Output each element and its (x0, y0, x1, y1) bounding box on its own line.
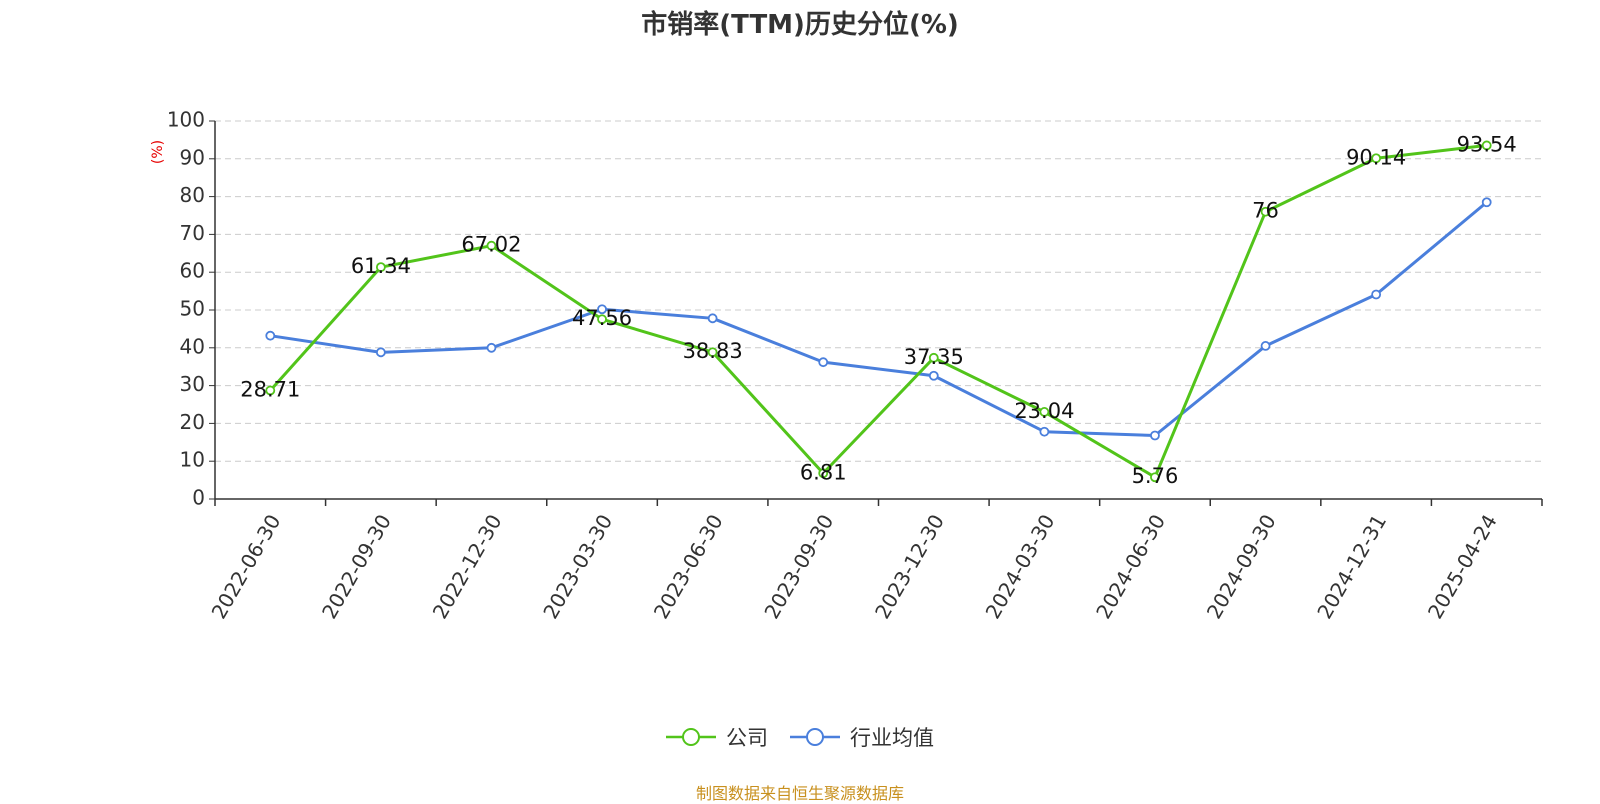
y-tick-label: 20 (180, 410, 205, 434)
data-label: 47.56 (572, 306, 632, 330)
y-tick-label: 80 (180, 183, 205, 207)
y-tick-label: 70 (180, 221, 205, 245)
legend: 公司 行业均值 (0, 722, 1600, 752)
x-tick-label: 2023-12-30 (870, 510, 949, 623)
x-tick-label: 2023-09-30 (759, 510, 838, 623)
y-tick-label: 50 (180, 297, 205, 321)
legend-circle-industry (806, 728, 824, 746)
data-point-industry (486, 342, 497, 353)
data-point-industry (818, 357, 829, 368)
data-point-industry (1371, 289, 1382, 300)
x-tick-label: 2024-12-31 (1312, 510, 1391, 623)
source-note: 制图数据来自恒生聚源数据库 (695, 784, 904, 803)
data-point-company (928, 352, 939, 363)
data-point-industry (597, 304, 607, 315)
data-point-industry (1039, 426, 1050, 437)
y-tick-label: 100 (167, 108, 205, 132)
data-point-company (486, 240, 497, 251)
data-point-industry (1481, 197, 1492, 208)
data-label: 61.34 (351, 254, 411, 278)
legend-marker-industry (790, 728, 840, 746)
data-label: 76 (1252, 199, 1279, 223)
x-tick-label: 2024-09-30 (1202, 510, 1281, 623)
data-label: 93.54 (1457, 132, 1517, 156)
data-point-company (1481, 140, 1492, 151)
x-tick-label: 2023-06-30 (649, 510, 728, 623)
chart-title: 市销率(TTM)历史分位(%) (641, 10, 959, 40)
data-point-company (1260, 206, 1271, 217)
data-point-company (375, 262, 386, 273)
y-tick-label: 90 (180, 145, 205, 169)
data-labels: 28.71 61.34 67.02 47.56 38.83 6.81 37.35 23.04 5… (240, 132, 1517, 488)
data-label: 37.35 (904, 345, 964, 369)
y-tick-label: 30 (180, 372, 205, 396)
data-label: 5.76 (1132, 464, 1179, 488)
x-tick-label: 2022-09-30 (317, 510, 396, 623)
data-label: 28.71 (240, 377, 300, 401)
data-point-company (1039, 407, 1050, 417)
data-point-company (1371, 153, 1382, 164)
x-tick-label: 2024-03-30 (981, 510, 1060, 623)
legend-label-company: 公司 (726, 726, 768, 750)
legend-marker-company (666, 728, 716, 746)
data-point-industry (707, 313, 718, 324)
x-tick-label: 2023-03-30 (538, 510, 617, 623)
data-point-company (1150, 472, 1160, 483)
data-label: 23.04 (1014, 399, 1074, 423)
legend-item-company[interactable]: 公司 (666, 722, 768, 752)
x-tick-label: 2024-06-30 (1091, 510, 1170, 623)
legend-circle-company (682, 728, 700, 746)
data-point-industry (265, 330, 276, 341)
data-point-industry (1260, 341, 1271, 351)
grid-lines (215, 120, 1542, 462)
series-line-company (269, 143, 1487, 479)
y-tick-label: 60 (180, 259, 205, 283)
data-point-company (818, 468, 829, 479)
x-tick-label: 2025-04-24 (1423, 510, 1502, 623)
legend-label-industry: 行业均值 (850, 726, 934, 750)
y-tick-label: 10 (180, 448, 205, 472)
data-point-company (597, 314, 607, 325)
data-point-industry (375, 347, 386, 358)
data-label: 6.81 (800, 460, 847, 484)
x-tick-label: 2022-12-30 (428, 510, 507, 623)
y-tick-label: 40 (180, 334, 205, 358)
data-point-industry (928, 370, 939, 381)
data-point-industry (1150, 430, 1160, 441)
data-label: 38.83 (683, 339, 743, 363)
series-line-industry (270, 201, 1488, 437)
y-axis-label: (%) (150, 140, 166, 164)
data-label: 67.02 (461, 233, 521, 257)
data-label: 90.14 (1346, 145, 1406, 169)
y-tick-label: 0 (192, 486, 205, 510)
data-point-company (265, 385, 276, 396)
x-tick-label: 2022-06-30 (206, 510, 285, 623)
series (265, 140, 1492, 483)
legend-item-industry[interactable]: 行业均值 (790, 722, 934, 752)
data-point-company (707, 347, 718, 358)
